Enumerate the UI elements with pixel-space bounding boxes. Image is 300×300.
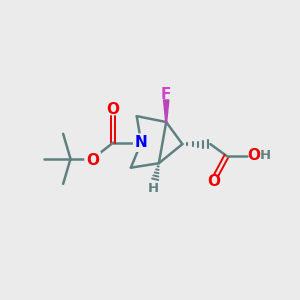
- Polygon shape: [164, 100, 169, 122]
- Text: N: N: [135, 135, 148, 150]
- Text: H: H: [147, 182, 158, 195]
- Text: H: H: [259, 149, 270, 162]
- Text: O: O: [107, 102, 120, 117]
- Text: O: O: [247, 148, 260, 164]
- Text: F: F: [161, 87, 171, 102]
- Text: O: O: [207, 174, 220, 189]
- Text: O: O: [86, 153, 99, 168]
